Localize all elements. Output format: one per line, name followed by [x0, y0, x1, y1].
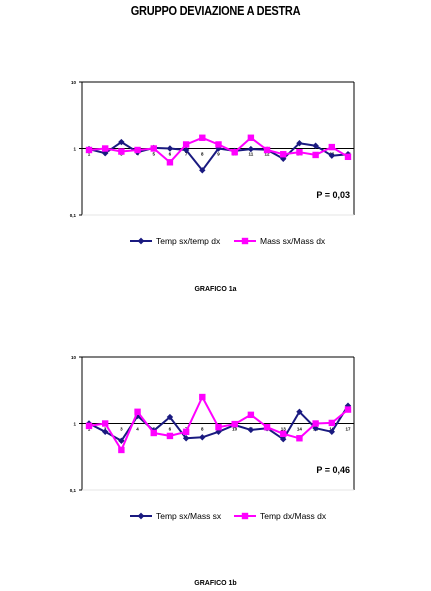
- data-point: [280, 151, 287, 158]
- data-point: [247, 145, 255, 153]
- data-point: [85, 146, 93, 154]
- data-point: [134, 146, 141, 154]
- data-point: [312, 420, 319, 427]
- data-point: [296, 140, 303, 147]
- y-tick-label: 1: [73, 422, 76, 427]
- data-point: [344, 153, 352, 161]
- data-point: [328, 143, 336, 151]
- data-point: [215, 141, 222, 148]
- data-point: [263, 146, 271, 154]
- legend-label: Temp sx/temp dx: [156, 236, 221, 246]
- x-tick-label: 7: [185, 152, 188, 157]
- data-point: [328, 428, 336, 436]
- data-point: [199, 167, 206, 174]
- data-point: [280, 436, 287, 443]
- data-point: [134, 408, 141, 415]
- x-tick-label: 13: [281, 427, 287, 432]
- data-point: [182, 435, 190, 442]
- data-point: [118, 148, 125, 155]
- legend-label: Temp dx/Mass dx: [260, 511, 327, 521]
- page-title: GRUPPO DEVIAZIONE A DESTRA: [130, 4, 301, 18]
- data-point: [166, 413, 174, 421]
- data-point: [247, 134, 255, 141]
- data-point: [199, 134, 206, 141]
- data-point: [296, 408, 303, 415]
- x-tick-label: 6: [169, 427, 172, 432]
- data-point: [150, 145, 157, 152]
- x-tick-label: 11: [248, 152, 253, 157]
- data-point: [215, 423, 222, 431]
- data-point: [182, 428, 190, 436]
- data-point: [231, 148, 238, 156]
- x-tick-label: 17: [345, 427, 351, 432]
- data-point: [118, 138, 125, 146]
- data-point: [280, 430, 287, 438]
- data-point: [101, 420, 109, 427]
- x-tick-label: 4: [136, 427, 139, 432]
- x-tick-label: 10: [232, 427, 238, 432]
- legend-marker: [137, 237, 145, 245]
- data-point: [101, 145, 109, 152]
- x-tick-label: 1: [88, 152, 91, 157]
- data-point: [312, 142, 319, 149]
- data-point: [166, 432, 174, 440]
- data-point: [247, 411, 255, 419]
- data-point: [215, 428, 222, 436]
- data-point: [215, 145, 222, 152]
- chart-caption-1b: GRAFICO 1b: [194, 580, 237, 587]
- data-point: [85, 422, 93, 430]
- x-tick-label: 8: [201, 152, 204, 157]
- x-tick-label: 8: [201, 427, 204, 432]
- data-point: [101, 428, 109, 436]
- data-point: [312, 151, 319, 159]
- data-point: [328, 152, 336, 159]
- x-tick-label: 9: [217, 152, 220, 157]
- legend-label: Temp sx/Mass sx: [156, 511, 222, 521]
- data-point: [263, 423, 271, 431]
- x-tick-label: 12: [265, 152, 271, 157]
- data-point: [150, 429, 157, 437]
- chart-caption-1a: GRAFICO 1a: [194, 286, 237, 293]
- data-point: [118, 437, 125, 444]
- data-point: [344, 406, 352, 413]
- x-tick-label: 14: [297, 427, 303, 432]
- x-tick-label: 3: [120, 427, 123, 432]
- data-point: [182, 146, 190, 154]
- y-tick-label: 10: [71, 80, 77, 85]
- data-point: [328, 419, 336, 427]
- y-tick-label: 1: [73, 147, 76, 152]
- data-point: [296, 435, 303, 442]
- p-value-annotation: P = 0,46: [316, 465, 350, 475]
- data-point: [199, 393, 206, 401]
- x-tick-label: 6: [169, 152, 172, 157]
- y-tick-label: 0,1: [70, 488, 77, 493]
- legend-label: Mass sx/Mass dx: [260, 236, 326, 246]
- p-value-annotation: P = 0,03: [316, 190, 350, 200]
- x-tick-label: 5: [152, 152, 155, 157]
- data-point: [247, 426, 255, 434]
- legend-marker: [241, 512, 249, 520]
- y-tick-label: 0,1: [70, 213, 77, 218]
- data-point: [296, 148, 303, 156]
- data-point: [182, 141, 190, 148]
- data-point: [231, 420, 238, 428]
- data-point: [118, 446, 125, 454]
- legend-marker: [137, 512, 145, 520]
- legend-marker: [241, 237, 249, 245]
- data-point: [166, 145, 174, 152]
- y-tick-label: 10: [71, 355, 77, 360]
- data-point: [199, 434, 206, 441]
- data-point: [166, 159, 174, 166]
